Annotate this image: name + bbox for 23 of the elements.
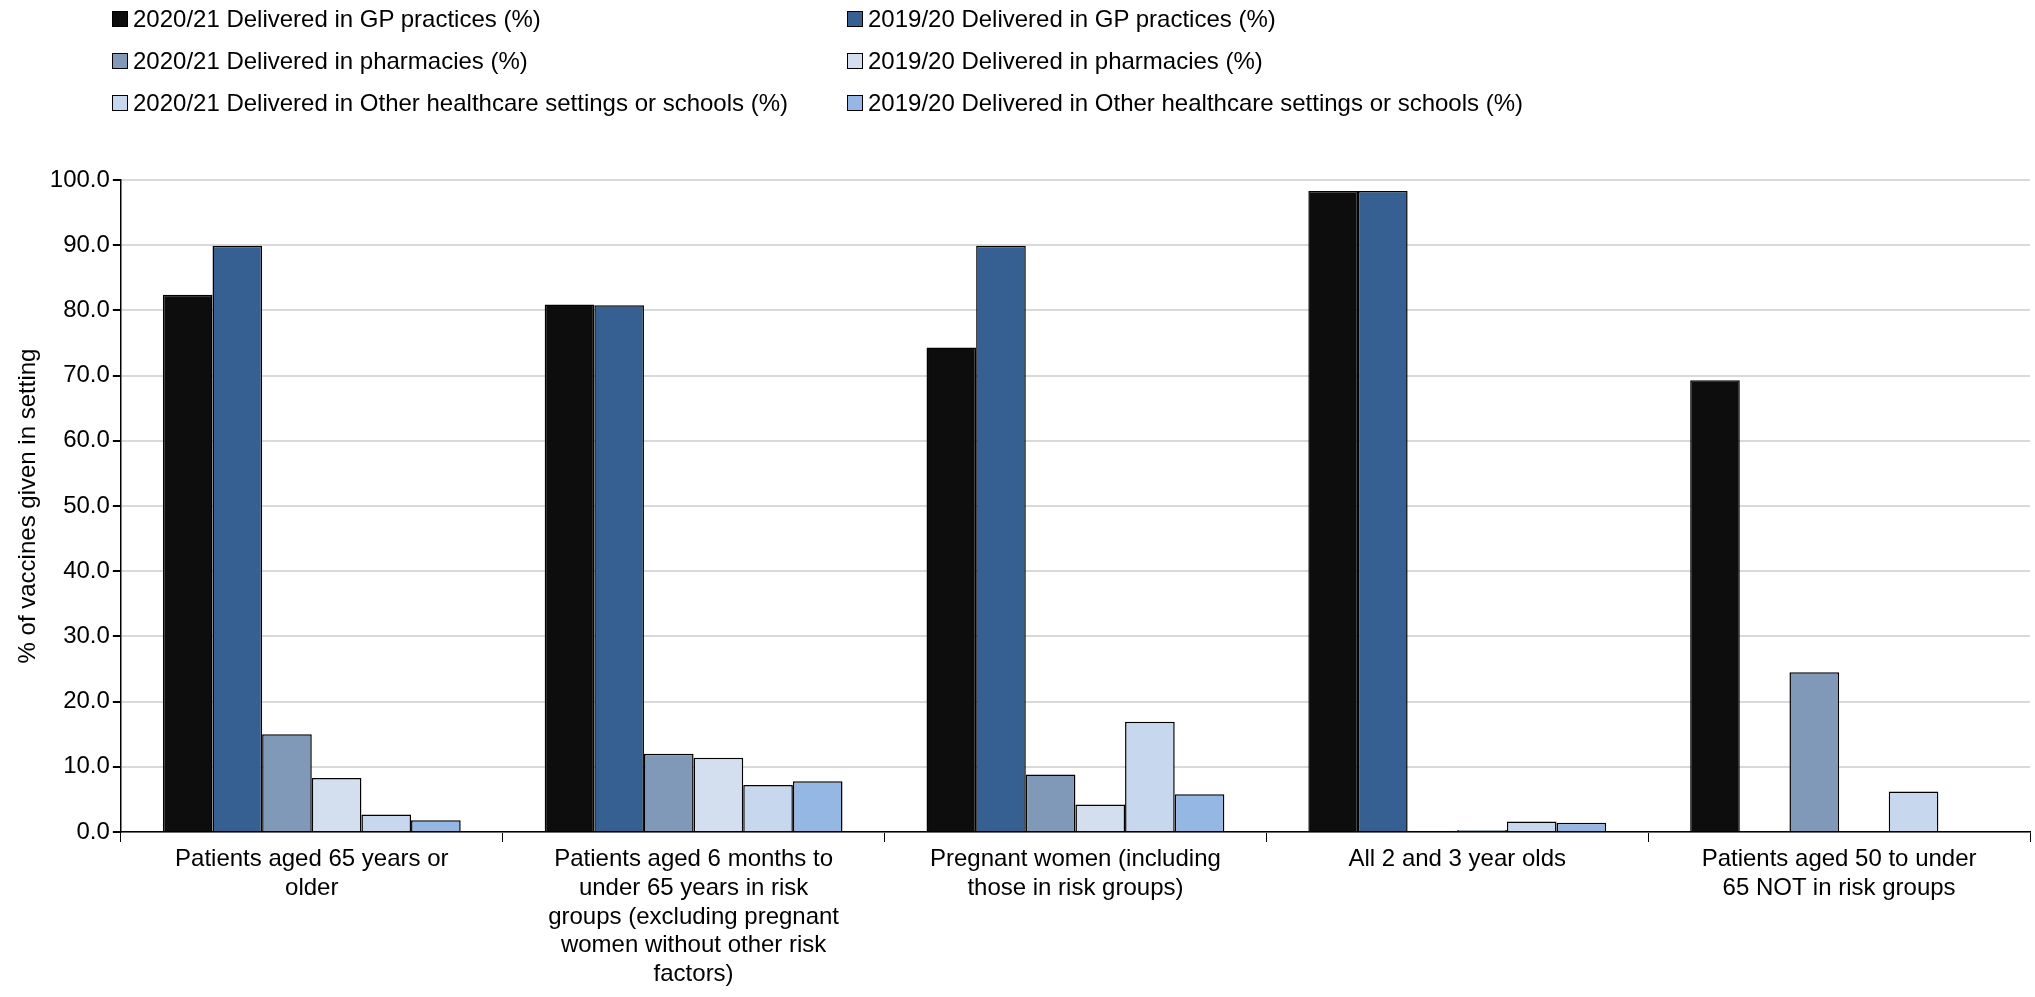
legend-label: 2020/21 Delivered in GP practices (%) xyxy=(133,5,541,33)
y-axis-title: % of vaccines given in setting xyxy=(13,348,41,664)
y-tick-label: 50.0 xyxy=(63,490,110,518)
legend-label: 2019/20 Delivered in pharmacies (%) xyxy=(868,47,1263,75)
y-tick-label: 0.0 xyxy=(76,816,110,844)
legend-label: 2019/20 Delivered in GP practices (%) xyxy=(868,5,1276,33)
x-tick-label: Patients aged 6 months to under 65 years in risk groups (excluding pregnant women without other risk factors) xyxy=(548,844,840,987)
y-tick-label: 20.0 xyxy=(63,686,110,714)
y-tick-label: 90.0 xyxy=(63,229,110,257)
y-tick-label: 100.0 xyxy=(49,164,110,192)
x-tick-label: All 2 and 3 year olds xyxy=(1348,844,1566,872)
legend-label: 2019/20 Delivered in Other healthcare settings or schools (%) xyxy=(868,89,1524,117)
x-tick-label: Patients aged 65 years or older xyxy=(175,844,449,900)
y-tick-label: 80.0 xyxy=(63,295,110,323)
x-tick-label: Pregnant women (including those in risk groups) xyxy=(930,844,1221,900)
x-tick-label: Patients aged 50 to under 65 NOT in risk groups xyxy=(1701,844,1977,900)
legend-label: 2020/21 Delivered in pharmacies (%) xyxy=(133,47,528,75)
y-tick-label: 60.0 xyxy=(63,425,110,453)
y-tick-label: 30.0 xyxy=(63,621,110,649)
y-tick-label: 10.0 xyxy=(63,751,110,779)
y-tick-label: 40.0 xyxy=(63,555,110,583)
y-tick-label: 70.0 xyxy=(63,360,110,388)
legend-label: 2020/21 Delivered in Other healthcare settings or schools (%) xyxy=(133,89,789,117)
